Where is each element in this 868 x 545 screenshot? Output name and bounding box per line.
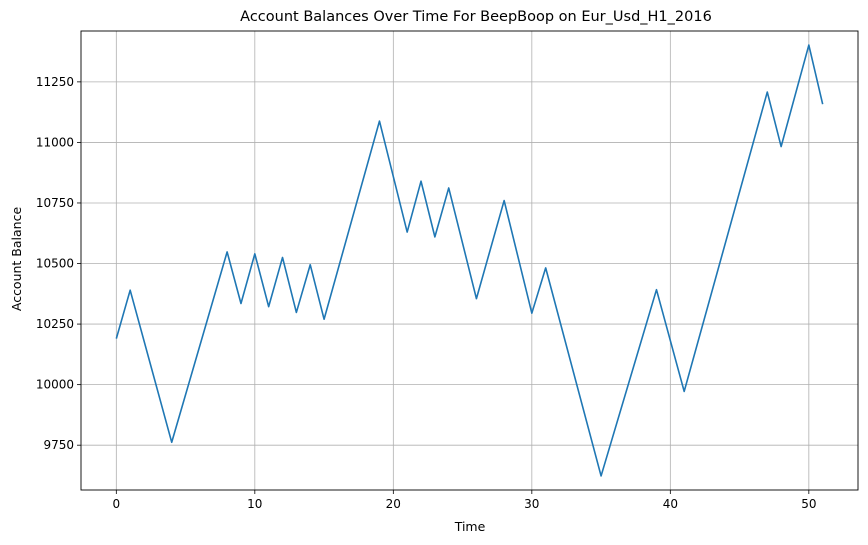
y-tick-label: 10750 bbox=[36, 196, 74, 210]
y-tick-label: 11250 bbox=[36, 75, 74, 89]
y-tick-label: 10000 bbox=[36, 378, 74, 392]
x-tick-label: 40 bbox=[663, 497, 678, 511]
series-line bbox=[115, 44, 824, 477]
chart-title: Account Balances Over Time For BeepBoop … bbox=[240, 9, 712, 25]
y-tick-label: 10250 bbox=[36, 317, 74, 331]
y-axis-label: Account Balance bbox=[9, 207, 24, 312]
y-axis: 9750 10000 10250 10500 10750 11000 11250 bbox=[36, 75, 81, 452]
grid-lines bbox=[81, 31, 858, 490]
x-axis: 0 10 20 30 40 50 bbox=[112, 490, 816, 511]
y-tick-label: 9750 bbox=[43, 438, 74, 452]
x-tick-label: 10 bbox=[247, 497, 262, 511]
x-axis-label: Time bbox=[454, 519, 486, 534]
plot-frame bbox=[80, 30, 859, 491]
y-tick-label: 11000 bbox=[36, 135, 74, 149]
x-tick-label: 20 bbox=[386, 497, 401, 511]
x-tick-label: 30 bbox=[524, 497, 539, 511]
y-tick-label: 10500 bbox=[36, 257, 74, 271]
x-tick-label: 0 bbox=[112, 497, 120, 511]
x-tick-label: 50 bbox=[801, 497, 816, 511]
